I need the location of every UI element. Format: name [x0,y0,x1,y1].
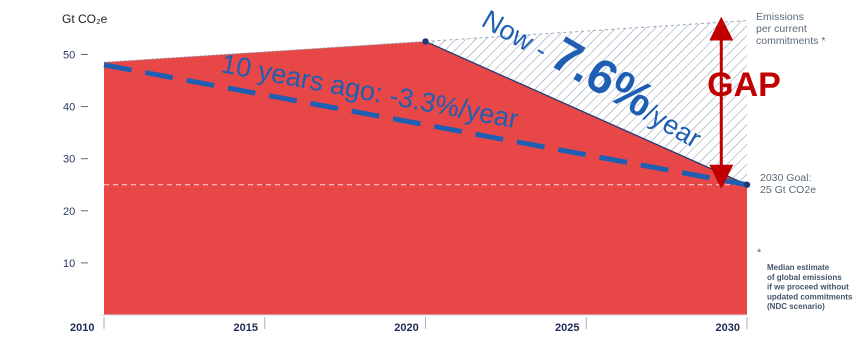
footnote-line-3: if we proceed without [767,283,849,292]
history-top-line [103,40,426,63]
point-2030 [743,181,751,188]
footnote-line-5: (NDC scenario) [767,302,825,311]
ten-year-trend-line [103,62,748,188]
footnote-line-4: updated commitments [767,292,853,301]
goal-note-2: 25 Gt CO2e [760,184,816,196]
x-tick-label-2010: 2010 [70,322,94,334]
y-tick-label-50: 50 [63,49,75,61]
emissions-note-3: commitments * [756,35,825,47]
x-tick-label-2015: 2015 [234,322,258,334]
x-tick-label-2020: 2020 [394,322,418,334]
y-tick-label-30: 30 [63,154,75,166]
x-tick-label-2025: 2025 [555,322,579,334]
goal-note-1: 2030 Goal: [760,172,811,184]
required-path-line [425,40,748,186]
y-tick-label-20: 20 [63,206,75,218]
unit-label: Gt CO₂e [62,12,108,26]
y-tick-label-10: 10 [63,258,75,270]
footnote-star: * [757,247,762,259]
point-2020 [422,38,429,45]
y-tick-label-40: 40 [63,102,75,114]
emissions-note-2: per current [756,23,807,35]
footnote-line-1: Median estimate [767,263,830,272]
x-tick-label-2030: 2030 [716,322,740,334]
gap-label: GAP [707,66,781,104]
footnote-line-2: of global emissions [767,273,842,282]
commitment-gap-hatch [425,20,747,185]
emissions-note-1: Emissions [756,11,804,23]
emissions-area [104,41,747,316]
